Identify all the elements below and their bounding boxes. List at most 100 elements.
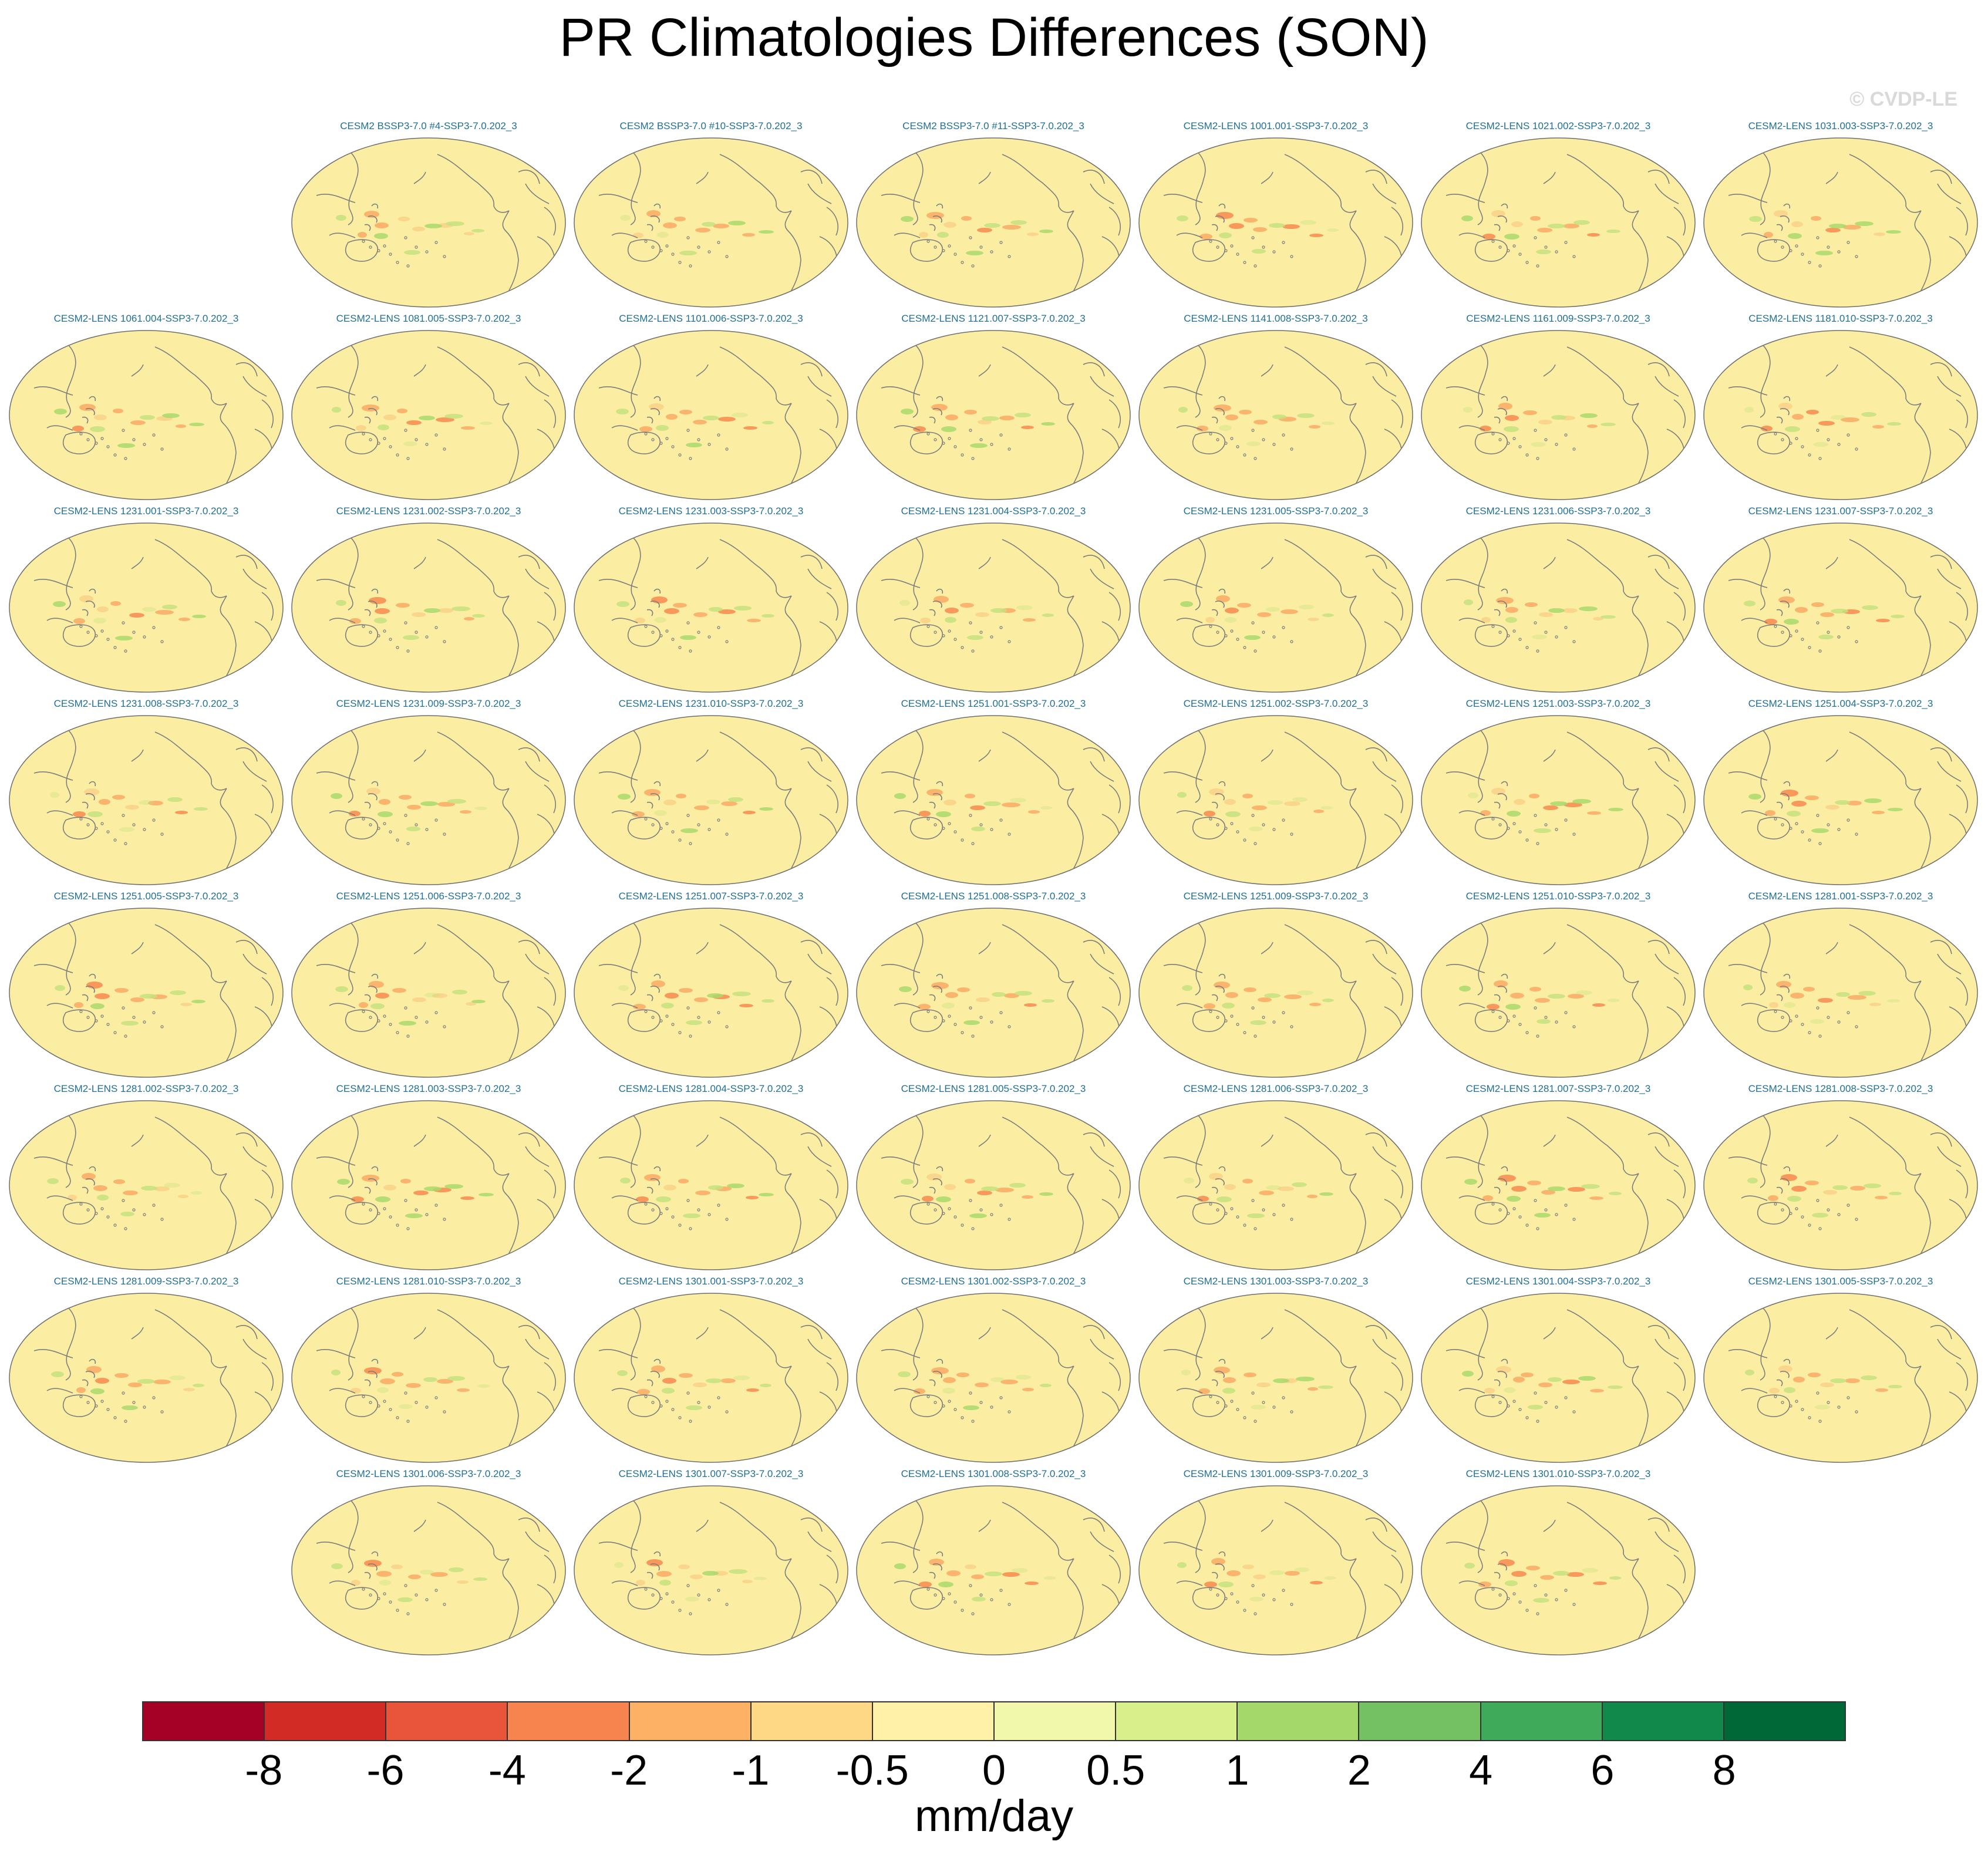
- dry-anomaly-patch: [1769, 1002, 1778, 1008]
- dry-anomaly-patch: [1848, 995, 1866, 1000]
- dry-anomaly-patch: [1850, 1186, 1865, 1191]
- panel-label: CESM2-LENS 1281.001-SSP3-7.0.202_3: [1748, 891, 1933, 902]
- island: [697, 1208, 700, 1212]
- dry-anomaly-patch: [1811, 216, 1821, 221]
- coastline: [544, 977, 556, 1006]
- coastline: [1215, 215, 1225, 223]
- island: [143, 443, 146, 446]
- dry-anomaly-patch: [1875, 1388, 1888, 1392]
- coastline: [525, 761, 550, 782]
- wet-anomaly-patch: [1548, 224, 1565, 228]
- panel-label: CESM2-LENS 1301.005-SSP3-7.0.202_3: [1748, 1276, 1933, 1287]
- dry-anomaly-patch: [180, 1003, 192, 1006]
- coastline: [345, 431, 378, 454]
- coastline: [1215, 986, 1225, 993]
- island: [1216, 438, 1219, 441]
- island: [389, 1600, 392, 1604]
- wet-anomaly-patch: [936, 811, 951, 817]
- coastline: [1083, 170, 1105, 184]
- wet-anomaly-patch: [1507, 1196, 1521, 1202]
- dry-anomaly-patch: [1214, 1367, 1230, 1374]
- island: [971, 649, 975, 653]
- island: [1564, 1589, 1568, 1592]
- island: [377, 827, 380, 830]
- coastline: [1849, 1309, 1922, 1368]
- island: [689, 1612, 692, 1616]
- map-plot-47: [1421, 1293, 1696, 1463]
- island: [1230, 244, 1234, 248]
- island: [143, 828, 146, 831]
- island: [100, 1014, 104, 1018]
- map-content: [1163, 917, 1403, 1067]
- island: [1236, 1023, 1239, 1026]
- dry-anomaly-patch: [457, 1388, 470, 1392]
- coastline: [1067, 1173, 1084, 1260]
- map-panel: CESM2-LENS 1281.009-SSP3-7.0.202_3: [8, 1276, 284, 1464]
- island: [942, 1404, 945, 1408]
- island: [971, 842, 975, 845]
- dry-anomaly-patch: [1527, 1181, 1541, 1185]
- wet-anomaly-patch: [1504, 426, 1519, 432]
- coastline: [343, 1302, 359, 1381]
- map-panel: CESM2-LENS 1231.003-SSP3-7.0.202_3: [573, 505, 849, 693]
- island: [1855, 640, 1858, 643]
- dry-anomaly-patch: [1525, 602, 1538, 607]
- coastline: [1475, 1202, 1508, 1225]
- panel-label: CESM2-LENS 1031.003-SSP3-7.0.202_3: [1748, 120, 1933, 131]
- island: [95, 1019, 98, 1023]
- island: [369, 438, 372, 441]
- dry-anomaly-patch: [1000, 1380, 1018, 1384]
- island: [1837, 1405, 1841, 1409]
- dry-anomaly-patch: [1025, 1582, 1039, 1585]
- coastline: [719, 1309, 792, 1368]
- wet-anomaly-patch: [942, 1003, 955, 1009]
- island: [1512, 1400, 1516, 1403]
- map-ocean-field: [9, 330, 284, 500]
- island: [1209, 432, 1212, 436]
- island: [717, 1011, 720, 1014]
- island: [1507, 249, 1510, 252]
- coastline: [598, 386, 638, 396]
- map-panel: CESM2-LENS 1251.009-SSP3-7.0.202_3: [1138, 891, 1414, 1078]
- island: [999, 1589, 1003, 1592]
- dry-anomaly-patch: [1310, 1581, 1323, 1584]
- island: [678, 646, 682, 649]
- island: [1534, 1391, 1537, 1395]
- colorbar-tick-label: -4: [488, 1747, 526, 1794]
- island: [415, 1016, 418, 1019]
- island: [1008, 447, 1011, 451]
- wet-anomaly-patch: [899, 600, 910, 606]
- dry-anomaly-patch: [1811, 602, 1824, 607]
- wet-anomaly-patch: [1606, 230, 1620, 233]
- coastline: [1566, 924, 1639, 983]
- coastline: [1372, 183, 1397, 204]
- coastline: [1956, 977, 1968, 1006]
- coastline: [343, 1110, 359, 1188]
- coastline: [1849, 1117, 1922, 1176]
- map-ocean-field: [856, 908, 1131, 1078]
- island: [143, 1020, 146, 1024]
- island: [124, 649, 127, 653]
- dry-anomaly-patch: [1309, 234, 1323, 237]
- coastline: [525, 183, 550, 204]
- coastline: [1501, 396, 1508, 402]
- island: [434, 626, 438, 629]
- colorbar-swatch-8: [994, 1702, 1117, 1740]
- island: [100, 822, 104, 825]
- wet-anomaly-patch: [734, 606, 752, 611]
- island: [707, 443, 711, 446]
- island: [717, 818, 720, 822]
- wet-anomaly-patch: [1244, 635, 1261, 640]
- dry-anomaly-patch: [1198, 1388, 1210, 1394]
- island: [443, 1410, 446, 1414]
- wet-anomaly-patch: [1504, 234, 1519, 240]
- dry-anomaly-patch: [1309, 425, 1320, 429]
- island: [86, 1016, 90, 1019]
- coastline: [33, 1156, 73, 1166]
- island: [942, 1597, 945, 1600]
- dry-anomaly-patch: [437, 1379, 453, 1384]
- island: [1808, 1416, 1811, 1419]
- dry-anomaly-patch: [95, 1378, 109, 1384]
- dry-anomaly-patch: [1028, 810, 1040, 814]
- dry-anomaly-patch: [1023, 618, 1036, 622]
